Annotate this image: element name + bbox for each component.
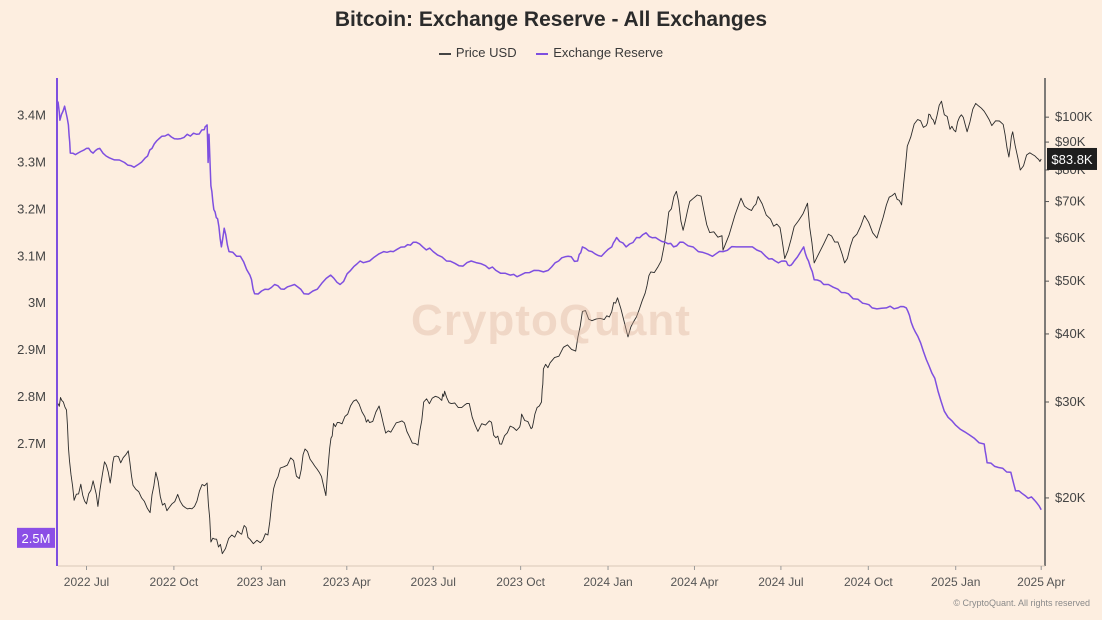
right-tick-label: $40K bbox=[1055, 326, 1086, 341]
x-tick-label: 2022 Oct bbox=[150, 575, 199, 589]
left-tick-label: 3.3M bbox=[17, 154, 46, 169]
right-tick-label: $90K bbox=[1055, 134, 1086, 149]
legend-item-reserve[interactable]: Exchange Reserve bbox=[536, 45, 663, 60]
price-current-badge bbox=[1047, 147, 1097, 170]
legend-item-price[interactable]: Price USD bbox=[438, 45, 517, 60]
legend-label-price: Price USD bbox=[455, 45, 517, 60]
watermark: CryptoQuant bbox=[411, 296, 691, 345]
right-tick-label: $30K bbox=[1055, 394, 1086, 409]
x-tick-label: 2024 Jan bbox=[583, 575, 632, 589]
reserve-line bbox=[57, 101, 1042, 511]
reserve-swatch bbox=[536, 52, 549, 55]
x-tick-label: 2022 Jul bbox=[64, 575, 109, 589]
right-tick-label: $60K bbox=[1055, 230, 1086, 245]
chart-title: Bitcoin: Exchange Reserve - All Exchange… bbox=[334, 8, 768, 31]
price-line bbox=[57, 100, 1042, 555]
x-tick-label: 2024 Jul bbox=[758, 575, 803, 589]
x-tick-label: 2024 Oct bbox=[844, 575, 893, 589]
reserve-current-badge bbox=[17, 527, 55, 548]
right-tick-label: $20K bbox=[1055, 490, 1086, 505]
price-current-label: $83.8K bbox=[1051, 152, 1093, 167]
left-tick-label: 2.9M bbox=[17, 342, 46, 357]
legend[interactable]: Price USD Exchange Reserve bbox=[0, 45, 1102, 60]
price-swatch bbox=[438, 52, 451, 55]
right-tick-label: $50K bbox=[1055, 273, 1086, 288]
legend-label-reserve: Exchange Reserve bbox=[553, 45, 664, 60]
left-tick-label: 3.4M bbox=[17, 108, 46, 123]
left-tick-label: 3M bbox=[28, 295, 46, 310]
x-tick-label: 2023 Jan bbox=[237, 575, 286, 589]
right-tick-label: $70K bbox=[1055, 194, 1086, 209]
x-tick-label: 2023 Jul bbox=[411, 575, 456, 589]
x-tick-label: 2023 Oct bbox=[496, 575, 545, 589]
x-tick-label: 2025 Apr bbox=[1017, 575, 1065, 589]
left-tick-label: 3.1M bbox=[17, 248, 46, 263]
x-tick-label: 2025 Jan bbox=[931, 575, 980, 589]
copyright: © CryptoQuant. All rights reserved bbox=[953, 598, 1090, 608]
x-tick-label: 2023 Apr bbox=[323, 575, 371, 589]
left-tick-label: 2.7M bbox=[17, 436, 46, 451]
reserve-current-label: 2.5M bbox=[22, 531, 51, 546]
right-tick-label: $100K bbox=[1055, 109, 1093, 124]
left-tick-label: 2.8M bbox=[17, 389, 46, 404]
x-tick-label: 2024 Apr bbox=[670, 575, 718, 589]
left-tick-label: 3.2M bbox=[17, 201, 46, 216]
